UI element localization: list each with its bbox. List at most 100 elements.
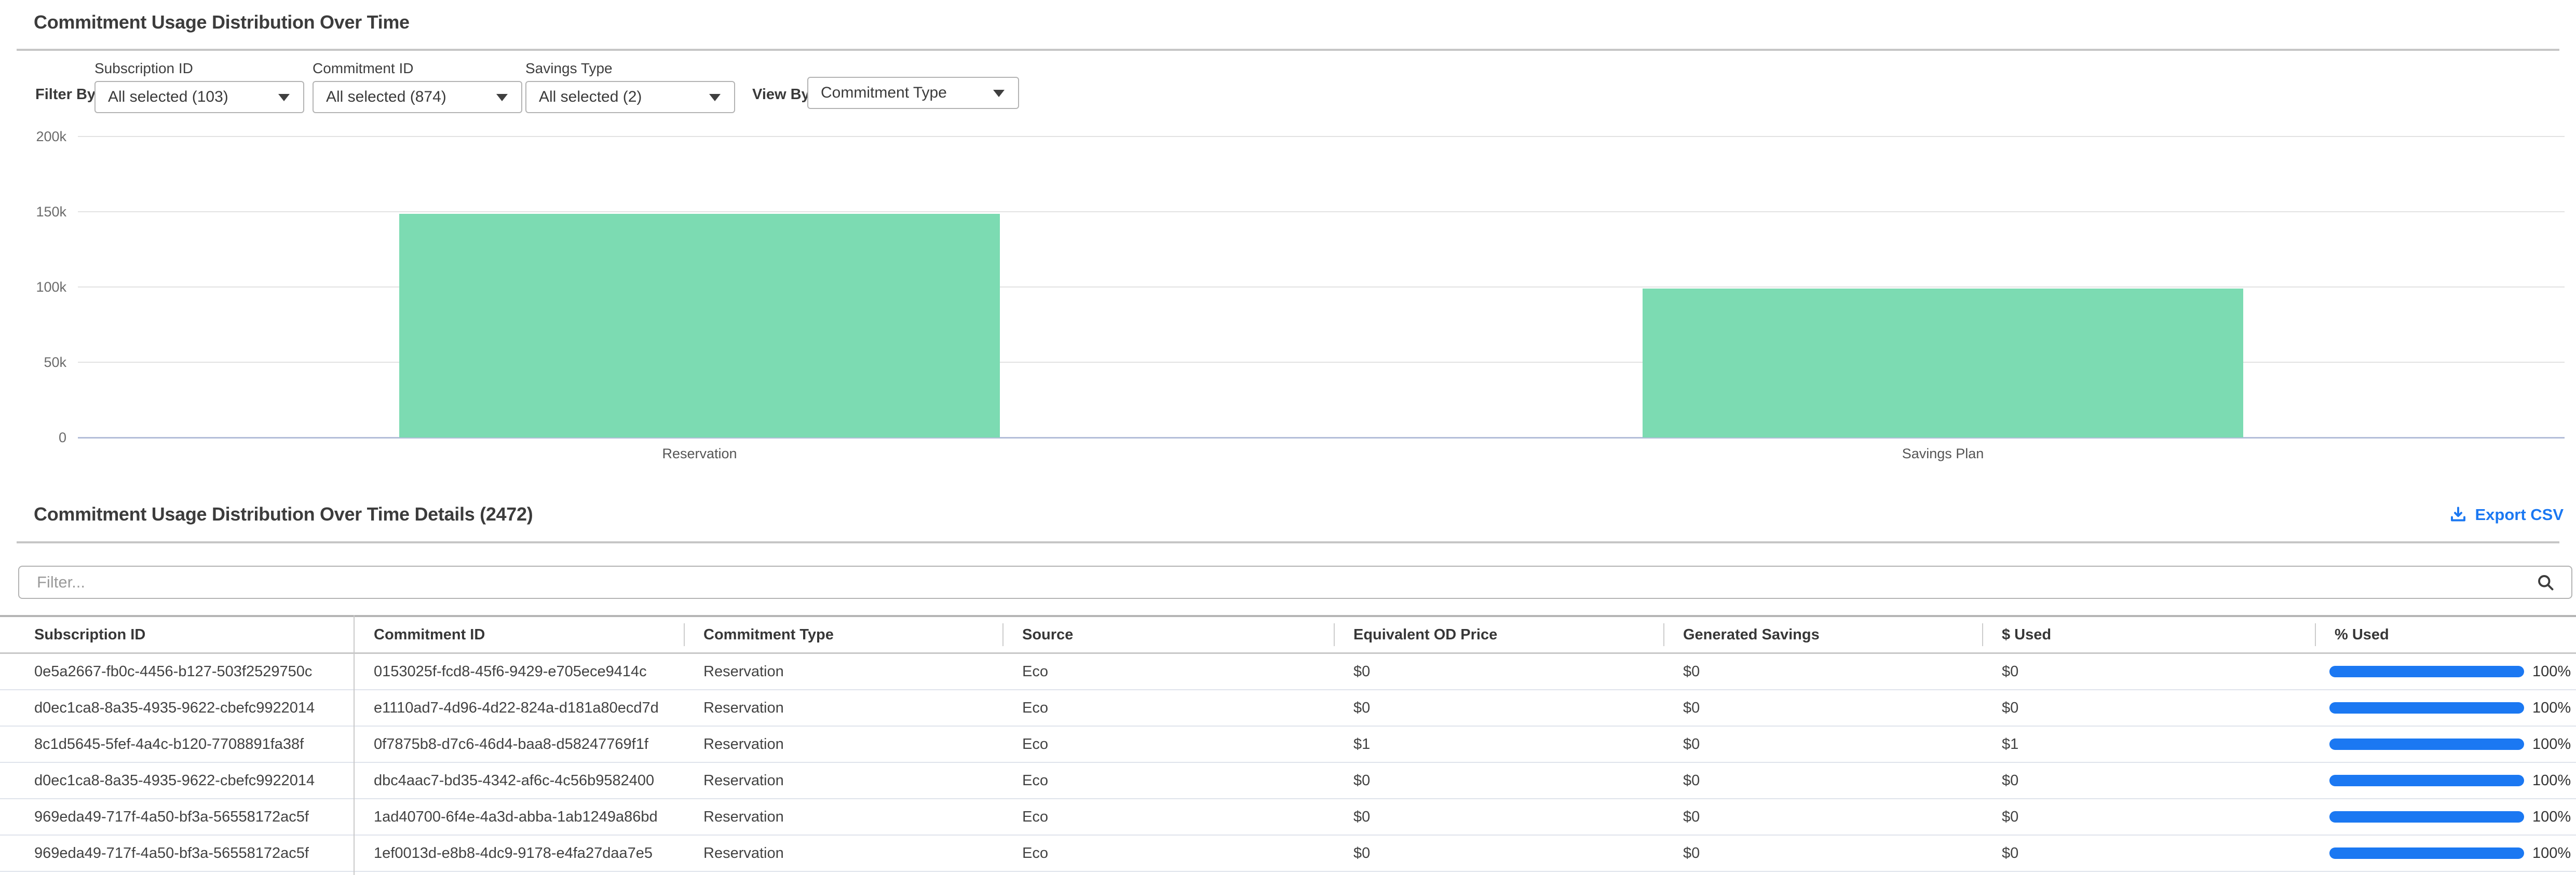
used-percent-bar — [2329, 811, 2524, 823]
filter-select-subscription-id[interactable]: All selected (103) — [94, 81, 304, 113]
cell-commitment-id: e1110ad7-4d96-4d22-824a-d181a80ecd7d — [374, 699, 659, 716]
table-row: 969eda49-717f-4a50-bf3a-56558172ac5f 1ad4… — [0, 799, 2576, 836]
chevron-down-icon — [496, 94, 508, 101]
header-cell--used[interactable]: % Used — [2315, 617, 2576, 652]
cell-commitment-type: Reservation — [703, 699, 784, 716]
view-by-select-value: Commitment Type — [821, 84, 947, 101]
cell-used-dollars: $0 — [2002, 699, 2019, 716]
filter-select-commitment-id[interactable]: All selected (874) — [313, 81, 522, 113]
cell-commitment-id: 0f7875b8-d7c6-46d4-baa8-d58247769f1f — [374, 735, 648, 753]
download-icon — [2451, 507, 2466, 522]
cell-equivalent-od-price: $1 — [1353, 735, 1371, 753]
cell-used-percent: 100% — [2315, 763, 2576, 798]
header-cell-source[interactable]: Source — [1002, 617, 1334, 652]
y-tick-label: 150k — [36, 204, 66, 220]
bar-savings-plan[interactable] — [1643, 288, 2243, 438]
header-cell-equivalent-od-price[interactable]: Equivalent OD Price — [1334, 617, 1663, 652]
cell-source: Eco — [1022, 844, 1048, 862]
x-category-label: Reservation — [662, 446, 737, 461]
x-axis-line — [78, 437, 2565, 439]
cell-subscription-id: 969eda49-717f-4a50-bf3a-56558172ac5f — [34, 808, 309, 825]
cell-equivalent-od-price: $0 — [1353, 772, 1371, 789]
bar-reservation[interactable] — [399, 214, 1000, 438]
used-percent-label: 100% — [2532, 699, 2571, 716]
filter-group-commitment-id: Commitment ID All selected (874) — [313, 60, 522, 113]
cell-subscription-id: d0ec1ca8-8a35-4935-9622-cbefc9922014 — [34, 772, 315, 789]
view-by-label: View By: — [752, 86, 815, 103]
export-csv-label: Export CSV — [2475, 505, 2564, 524]
details-section-title: Commitment Usage Distribution Over Time … — [34, 503, 533, 525]
cell-subscription-id: 0e5a2667-fb0c-4456-b127-503f2529750c — [34, 663, 313, 680]
used-percent-bar — [2329, 775, 2524, 786]
y-gridline — [78, 211, 2565, 212]
cell-subscription-id: 8c1d5645-5fef-4a4c-b120-7708891fa38f — [34, 735, 304, 753]
header-cell--used[interactable]: $ Used — [1982, 617, 2315, 652]
filter-select-value: All selected (874) — [326, 88, 446, 105]
cell-commitment-id: dbc4aac7-bd35-4342-af6c-4c56b9582400 — [374, 772, 655, 789]
cell-used-dollars: $0 — [2002, 808, 2019, 825]
cell-commitment-id: 1ef0013d-e8b8-4dc9-9178-e4fa27daa7e5 — [374, 844, 653, 862]
used-percent-label: 100% — [2532, 663, 2571, 680]
table-row: 8c1d5645-5fef-4a4c-b120-7708891fa38f 0f78… — [0, 727, 2576, 763]
used-percent-label: 100% — [2532, 844, 2571, 862]
cell-generated-savings: $0 — [1683, 844, 1700, 862]
filter-group-savings-type: Savings Type All selected (2) — [525, 60, 735, 113]
header-cell-generated-savings[interactable]: Generated Savings — [1663, 617, 1982, 652]
y-gridline — [78, 286, 2565, 288]
header-cell-subscription-id[interactable]: Subscription ID — [34, 626, 146, 643]
cell-subscription-id: 969eda49-717f-4a50-bf3a-56558172ac5f — [34, 844, 309, 862]
view-by-select[interactable]: Commitment Type — [807, 77, 1019, 109]
cell-used-percent: 100% — [2315, 690, 2576, 726]
filter-select-value: All selected (2) — [539, 88, 642, 105]
cell-used-percent: 100% — [2315, 799, 2576, 835]
x-category-label: Savings Plan — [1902, 446, 1984, 461]
cell-source: Eco — [1022, 663, 1048, 680]
filter-select-value: All selected (103) — [108, 88, 228, 105]
table-filter — [18, 566, 2572, 599]
column-divider — [354, 615, 355, 875]
filter-by-label: Filter By: — [35, 86, 101, 103]
cell-equivalent-od-price: $0 — [1353, 699, 1371, 716]
y-gridline — [78, 136, 2565, 137]
cell-source: Eco — [1022, 735, 1048, 753]
cell-generated-savings: $0 — [1683, 772, 1700, 789]
cell-equivalent-od-price: $0 — [1353, 844, 1371, 862]
y-tick-label: 50k — [44, 354, 66, 370]
cell-used-dollars: $0 — [2002, 772, 2019, 789]
used-percent-bar — [2329, 739, 2524, 750]
cell-used-percent: 100% — [2315, 727, 2576, 762]
table-filter-input[interactable] — [18, 566, 2572, 599]
cell-commitment-id: 0153025f-fcd8-45f6-9429-e705ece9414c — [374, 663, 647, 680]
header-cell-commitment-type[interactable]: Commitment Type — [684, 617, 1002, 652]
cell-used-dollars: $1 — [2002, 735, 2019, 753]
table-row: 969eda49-717f-4a50-bf3a-56558172ac5f 1ef0… — [0, 836, 2576, 872]
used-percent-label: 100% — [2532, 735, 2571, 753]
cell-used-dollars: $0 — [2002, 844, 2019, 862]
cell-used-percent: 100% — [2315, 654, 2576, 689]
table-row: d0ec1ca8-8a35-4935-9622-cbefc9922014 dbc4… — [0, 763, 2576, 799]
chevron-down-icon — [278, 94, 290, 101]
used-percent-bar — [2329, 847, 2524, 859]
y-tick-label: 0 — [58, 430, 66, 445]
cell-used-dollars: $0 — [2002, 663, 2019, 680]
filter-select-savings-type[interactable]: All selected (2) — [525, 81, 735, 113]
cell-generated-savings: $0 — [1683, 663, 1700, 680]
cell-commitment-type: Reservation — [703, 663, 784, 680]
y-tick-label: 200k — [36, 129, 66, 144]
cell-commitment-type: Reservation — [703, 772, 784, 789]
used-percent-label: 100% — [2532, 772, 2571, 789]
cell-source: Eco — [1022, 772, 1048, 789]
commitment-usage-bar-chart: 0 50k 100k 150k 200k Reservation Savings Plan — [0, 129, 2576, 472]
section-divider — [17, 541, 2559, 543]
header-cell-commitment-id[interactable]: Commitment ID — [374, 626, 485, 643]
cell-generated-savings: $0 — [1683, 699, 1700, 716]
y-gridline — [78, 362, 2565, 363]
chevron-down-icon — [993, 90, 1005, 97]
table-body: 0e5a2667-fb0c-4456-b127-503f2529750c 0153… — [0, 654, 2576, 872]
cell-commitment-type: Reservation — [703, 808, 784, 825]
filter-label: Commitment ID — [313, 60, 414, 76]
used-percent-bar — [2329, 666, 2524, 677]
export-csv-button[interactable]: Export CSV — [2449, 505, 2564, 524]
details-table: Subscription ID Commitment ID Commitment T… — [0, 615, 2576, 875]
